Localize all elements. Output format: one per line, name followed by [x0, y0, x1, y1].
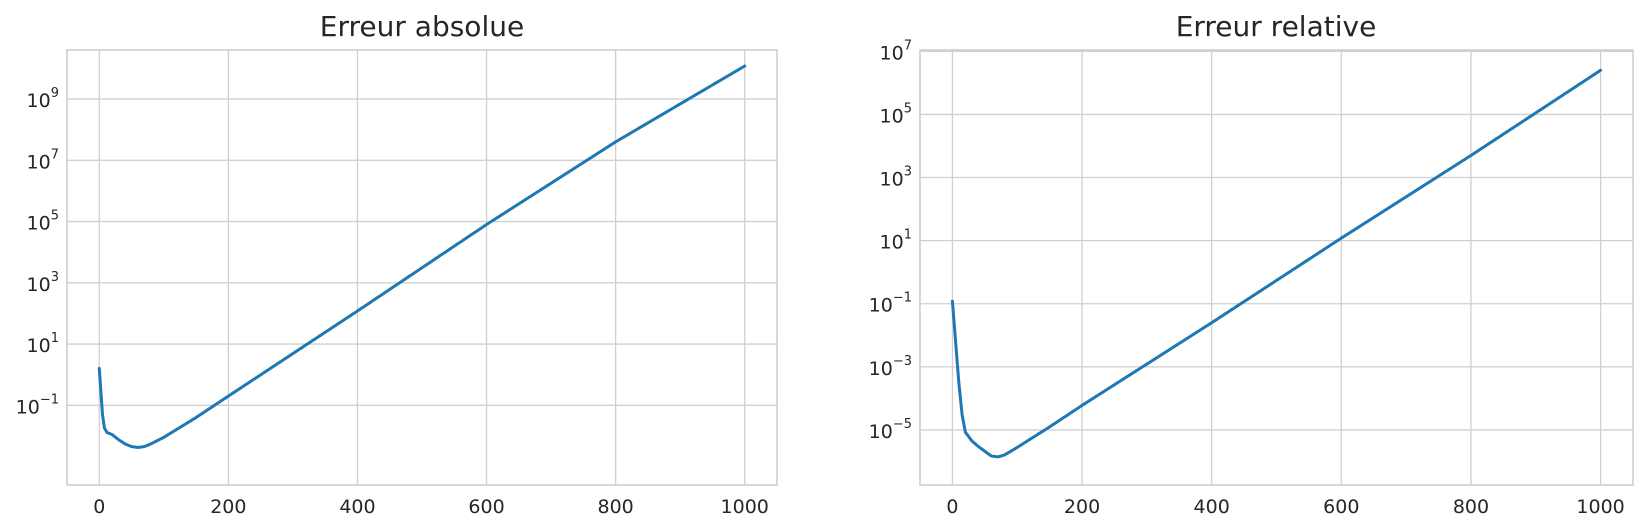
- y-tick-exponent: −1: [40, 392, 59, 407]
- x-tick-label: 400: [339, 496, 375, 518]
- x-tick-label: 0: [93, 496, 105, 518]
- x-tick-label: 600: [468, 496, 504, 518]
- y-tick-exponent: 1: [51, 331, 59, 346]
- x-tick-label: 1000: [721, 496, 769, 518]
- y-tick-base: 10: [880, 42, 904, 64]
- plot-frame: [919, 49, 1634, 486]
- y-tick-exponent: 1: [904, 228, 912, 243]
- y-tick-label: 109: [27, 86, 59, 112]
- y-tick-exponent: 7: [904, 38, 912, 53]
- y-tick-base: 10: [880, 232, 904, 254]
- y-tick-base: 10: [16, 396, 40, 418]
- y-tick-base: 10: [27, 151, 51, 173]
- x-tick-label: 0: [946, 496, 958, 518]
- y-tick-label: 107: [27, 147, 59, 173]
- y-tick-label: 10−1: [16, 392, 59, 418]
- chart-title: Erreur absolue: [320, 10, 524, 43]
- y-tick-label: 103: [880, 165, 912, 191]
- y-tick-label: 10−1: [869, 291, 912, 317]
- y-tick-base: 10: [880, 169, 904, 191]
- chart-title: Erreur relative: [1176, 10, 1377, 43]
- y-tick-base: 10: [27, 335, 51, 357]
- y-tick-base: 10: [869, 295, 893, 317]
- y-tick-label: 101: [880, 228, 912, 254]
- y-tick-label: 103: [27, 270, 59, 296]
- y-tick-exponent: 7: [51, 147, 59, 162]
- x-tick-label: 200: [1064, 496, 1100, 518]
- y-tick-exponent: −1: [893, 291, 912, 306]
- y-tick-exponent: −3: [893, 354, 912, 369]
- series-line-0: [950, 68, 1603, 459]
- plot-frame: [66, 49, 778, 486]
- y-tick-label: 105: [27, 209, 59, 235]
- y-tick-label: 10−5: [869, 417, 912, 443]
- y-tick-base: 10: [27, 90, 51, 112]
- y-tick-base: 10: [880, 105, 904, 127]
- x-tick-label: 400: [1194, 496, 1230, 518]
- y-tick-exponent: 3: [51, 270, 59, 285]
- x-tick-label: 600: [1323, 496, 1359, 518]
- y-tick-label: 107: [880, 38, 912, 64]
- series-line-0: [97, 64, 747, 449]
- y-tick-exponent: −5: [893, 417, 912, 432]
- x-tick-label: 800: [1453, 496, 1489, 518]
- y-tick-base: 10: [869, 358, 893, 380]
- y-tick-base: 10: [27, 213, 51, 235]
- y-tick-exponent: 5: [51, 209, 59, 224]
- x-tick-label: 800: [598, 496, 634, 518]
- y-tick-label: 10−3: [869, 354, 912, 380]
- y-tick-base: 10: [869, 421, 893, 443]
- y-tick-base: 10: [27, 274, 51, 296]
- chart-absolute-error: Erreur absolue 0 200 400 600 800 100010−11011…: [16, 10, 778, 518]
- x-tick-label: 200: [210, 496, 246, 518]
- y-tick-exponent: 5: [904, 101, 912, 116]
- grid: [67, 50, 777, 485]
- y-tick-label: 105: [880, 101, 912, 127]
- chart-relative-error: Erreur relative 0 200 400 600 800 100010−510−…: [869, 10, 1634, 518]
- grid: [920, 50, 1633, 485]
- y-tick-exponent: 3: [904, 165, 912, 180]
- y-tick-label: 101: [27, 331, 59, 357]
- y-tick-exponent: 9: [51, 86, 59, 101]
- x-tick-label: 1000: [1576, 496, 1624, 518]
